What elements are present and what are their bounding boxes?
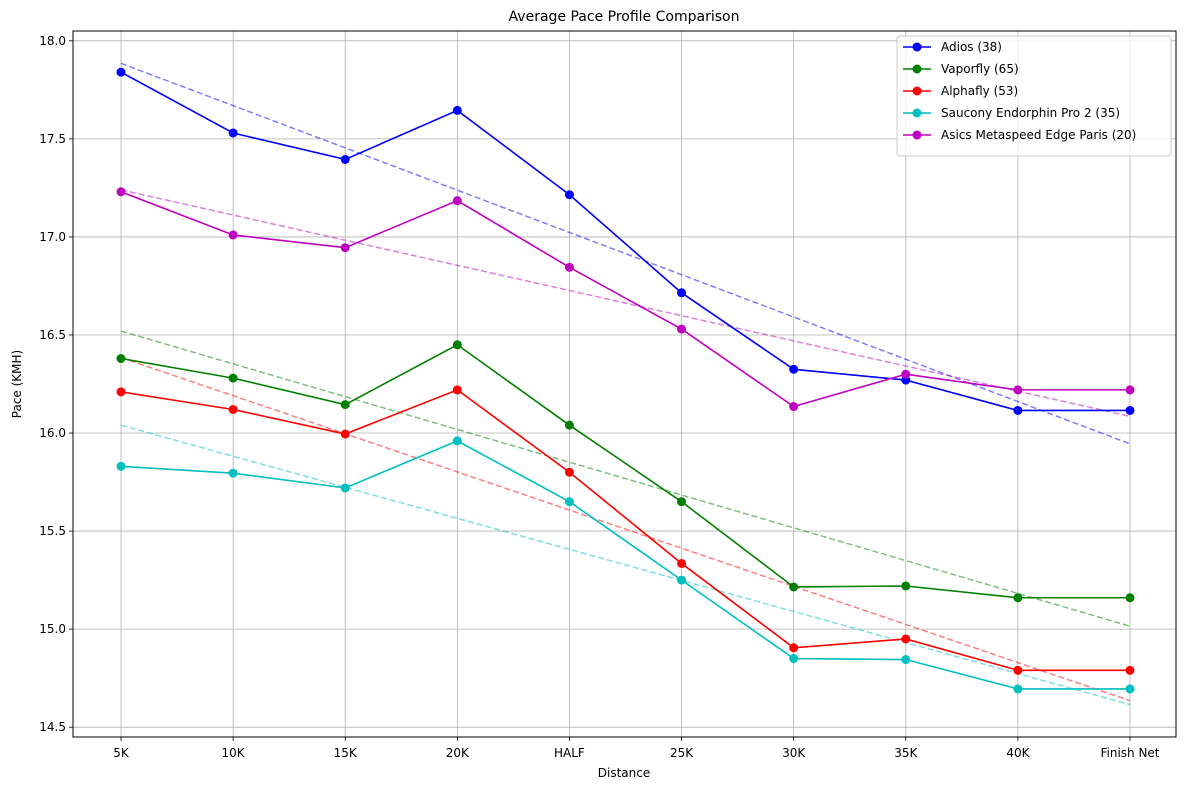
- series-line: [120, 388, 1130, 672]
- trend-lines: [120, 62, 1131, 706]
- data-point: [228, 468, 238, 478]
- data-point: [228, 404, 238, 414]
- data-point: [564, 262, 574, 272]
- legend-label: Adios (38): [941, 40, 1002, 54]
- data-point: [340, 400, 350, 410]
- data-point: [228, 373, 238, 383]
- x-axis-label: Distance: [598, 766, 650, 780]
- data-point: [116, 461, 126, 471]
- x-tick-label: 25K: [670, 746, 694, 760]
- data-point: [901, 634, 911, 644]
- x-tick-label: 30K: [782, 746, 806, 760]
- data-point: [1125, 665, 1135, 675]
- y-tick-label: 18.0: [39, 34, 66, 48]
- y-tick-label: 16.0: [39, 426, 66, 440]
- data-point: [340, 483, 350, 493]
- data-point: [340, 154, 350, 164]
- data-point: [677, 288, 687, 298]
- y-tick-label: 16.5: [39, 328, 66, 342]
- data-point: [1125, 684, 1135, 694]
- data-point: [452, 385, 462, 395]
- data-point: [789, 582, 799, 592]
- data-point: [901, 581, 911, 591]
- data-point: [116, 354, 126, 364]
- legend-label: Saucony Endorphin Pro 2 (35): [941, 106, 1120, 120]
- series-lines: [116, 67, 1135, 694]
- legend-marker: [912, 42, 922, 52]
- trend-line: [120, 424, 1131, 706]
- data-point: [677, 497, 687, 507]
- data-point: [452, 196, 462, 206]
- data-point: [789, 402, 799, 412]
- data-point: [340, 243, 350, 253]
- x-tick-label: 35K: [894, 746, 918, 760]
- data-point: [228, 128, 238, 138]
- data-point: [789, 364, 799, 374]
- x-axis-ticks: 5K 10K 15K 20K HALF 25K 30K 35K 40K Finish Net: [113, 737, 1160, 760]
- series-line: [120, 71, 1130, 412]
- data-point: [452, 340, 462, 350]
- data-point: [116, 67, 126, 77]
- data-point: [677, 575, 687, 585]
- data-point: [901, 369, 911, 379]
- data-point: [1013, 593, 1023, 603]
- y-tick-label: 17.0: [39, 230, 66, 244]
- y-axis-ticks: 14.5 15.0 15.5 16.0 16.5 17.0 17.5 18.0: [39, 34, 73, 734]
- data-point: [1125, 405, 1135, 415]
- data-point: [789, 643, 799, 653]
- data-point: [1125, 385, 1135, 395]
- x-tick-label: 5K: [113, 746, 130, 760]
- trend-line: [120, 189, 1131, 418]
- data-point: [116, 387, 126, 397]
- data-point: [564, 190, 574, 200]
- legend-marker: [912, 86, 922, 96]
- data-point: [228, 230, 238, 240]
- data-point: [677, 558, 687, 568]
- x-tick-label: 10K: [222, 746, 246, 760]
- data-point: [1013, 405, 1023, 415]
- x-tick-label: HALF: [554, 746, 585, 760]
- trend-line: [120, 330, 1131, 627]
- legend-label: Alphafly (53): [941, 84, 1018, 98]
- chart-title: Average Pace Profile Comparison: [509, 9, 740, 25]
- plot-frame: [72, 30, 1177, 738]
- data-point: [677, 324, 687, 334]
- legend-marker: [912, 108, 922, 118]
- trend-line: [120, 356, 1131, 702]
- x-tick-label: Finish Net: [1100, 746, 1159, 760]
- data-point: [564, 497, 574, 507]
- data-point: [1013, 665, 1023, 675]
- series-line: [120, 439, 1130, 690]
- y-axis-label: Pace (KMH): [10, 350, 24, 418]
- data-point: [116, 187, 126, 197]
- y-tick-label: 15.0: [39, 622, 66, 636]
- legend-marker: [912, 64, 922, 74]
- data-point: [1125, 593, 1135, 603]
- x-tick-label: 15K: [334, 746, 358, 760]
- data-point: [452, 105, 462, 115]
- data-point: [564, 420, 574, 430]
- legend-marker: [912, 130, 922, 140]
- data-point: [901, 655, 911, 665]
- y-tick-label: 15.5: [39, 524, 66, 538]
- series-line: [120, 343, 1130, 599]
- x-tick-label: 20K: [446, 746, 470, 760]
- data-point: [1013, 684, 1023, 694]
- data-point: [1013, 385, 1023, 395]
- legend-box: [896, 35, 1172, 157]
- data-point: [564, 467, 574, 477]
- data-point: [452, 436, 462, 446]
- legend-label: Vaporfly (65): [941, 62, 1019, 76]
- data-point: [789, 654, 799, 664]
- x-tick-label: 40K: [1006, 746, 1030, 760]
- data-point: [340, 429, 350, 439]
- y-tick-label: 17.5: [39, 132, 66, 146]
- y-tick-label: 14.5: [39, 720, 66, 734]
- legend: Adios (38) Vaporfly (65) Alphafly (53) Sauc…: [896, 35, 1172, 157]
- series-line: [120, 191, 1130, 408]
- legend-label: Asics Metaspeed Edge Paris (20): [941, 128, 1136, 142]
